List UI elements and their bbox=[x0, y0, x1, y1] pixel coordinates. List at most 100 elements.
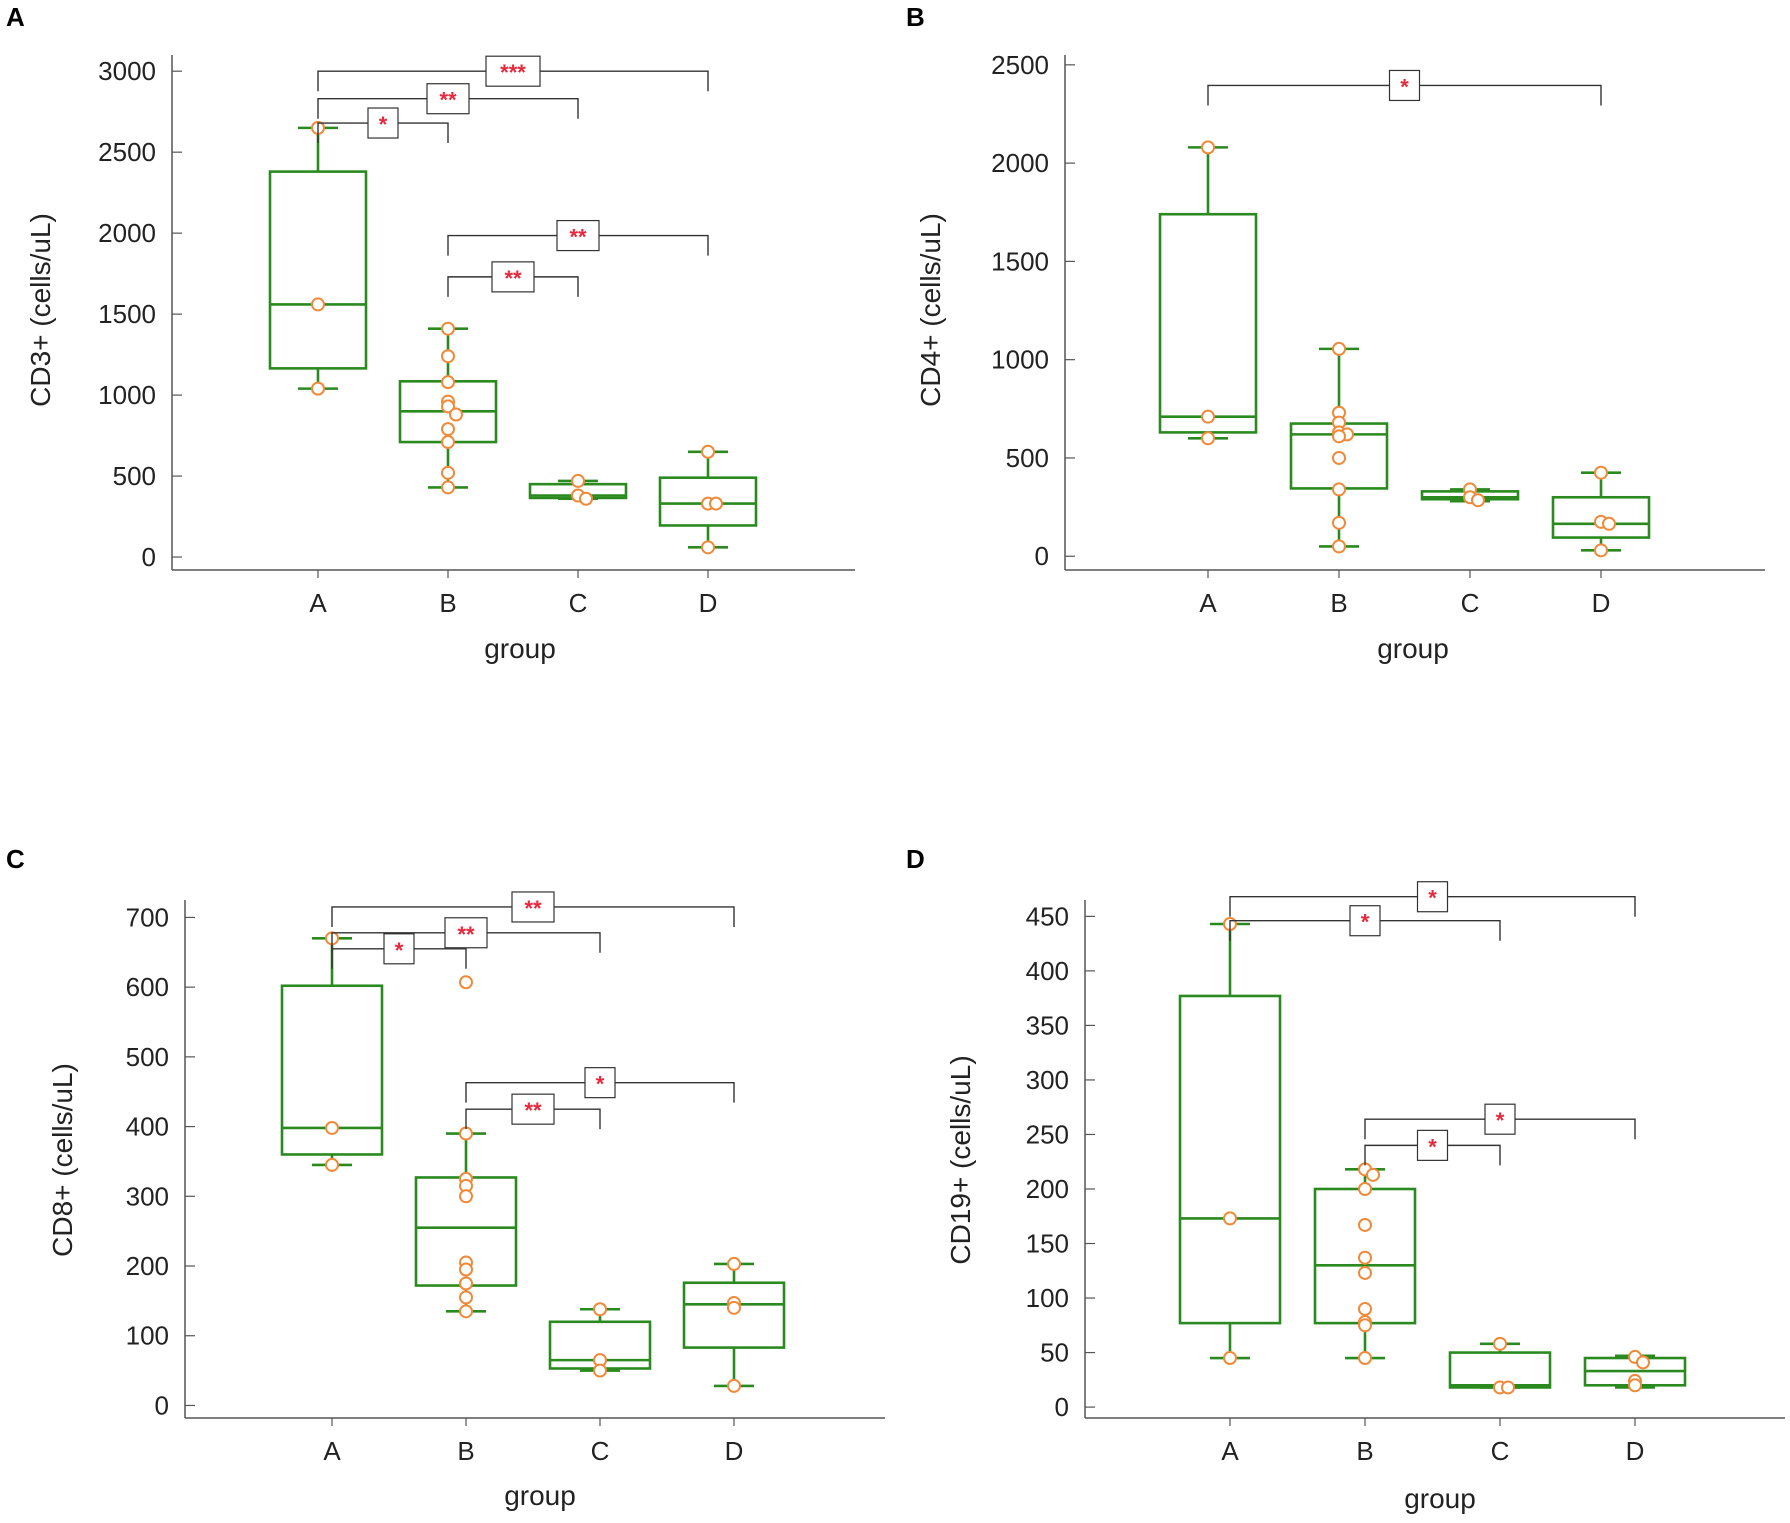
significance-box bbox=[491, 261, 535, 293]
data-point bbox=[1471, 493, 1485, 508]
data-point bbox=[1358, 1318, 1372, 1333]
significance-bracket: * bbox=[331, 933, 467, 969]
x-tick-label: A bbox=[323, 1436, 341, 1466]
data-point bbox=[1358, 1181, 1372, 1196]
data-point bbox=[1358, 1217, 1372, 1232]
significance-bracket: * bbox=[465, 1067, 735, 1103]
data-point bbox=[593, 1302, 607, 1317]
data-point bbox=[441, 422, 455, 437]
significance-bracket: * bbox=[1364, 1129, 1501, 1166]
y-axis-title: CD8+ (cells/uL) bbox=[47, 1063, 78, 1257]
significance-box bbox=[367, 107, 399, 139]
data-point bbox=[1358, 1250, 1372, 1265]
data-point bbox=[325, 1157, 339, 1172]
panel-c: C CD8+ (cells/uL) group 0 100 200 300 400 500… bbox=[6, 844, 885, 1511]
y-tick-label: 400 bbox=[1026, 956, 1069, 986]
data-point bbox=[1201, 431, 1215, 446]
y-tick-label: 1500 bbox=[98, 299, 156, 329]
plot-area: 0 500 1000 1500 2000 2500 A B C D * bbox=[991, 50, 1765, 618]
data-point bbox=[441, 435, 455, 450]
significance-box bbox=[485, 55, 541, 87]
y-tick-label: 0 bbox=[1035, 541, 1049, 571]
x-tick-label: D bbox=[1592, 588, 1611, 618]
significance-label: * bbox=[395, 938, 404, 963]
data-point bbox=[727, 1256, 741, 1271]
significance-bracket: * bbox=[1207, 69, 1602, 106]
significance-label: * bbox=[379, 112, 388, 137]
x-tick-label: D bbox=[699, 588, 718, 618]
iqr-box bbox=[280, 984, 384, 1156]
y-tick-label: 700 bbox=[126, 902, 169, 932]
y-tick-label: 400 bbox=[126, 1112, 169, 1142]
data-point bbox=[1628, 1378, 1642, 1393]
y-tick-label: 300 bbox=[126, 1181, 169, 1211]
box-D bbox=[1583, 1349, 1687, 1393]
y-tick-label: 0 bbox=[1055, 1392, 1069, 1422]
significance-bracket: ** bbox=[331, 917, 601, 953]
significance-label: ** bbox=[524, 1098, 542, 1123]
box-C bbox=[1448, 1336, 1552, 1395]
data-point bbox=[1332, 429, 1346, 444]
data-point bbox=[1602, 516, 1616, 531]
significance-box bbox=[584, 1067, 616, 1099]
iqr-box bbox=[1551, 495, 1651, 539]
x-tick-label: C bbox=[1461, 588, 1480, 618]
y-tick-label: 0 bbox=[155, 1390, 169, 1420]
significance-bracket: * bbox=[1364, 1103, 1636, 1140]
data-point bbox=[727, 1300, 741, 1315]
significance-bracket: * bbox=[1229, 881, 1636, 917]
significance-box bbox=[444, 917, 488, 949]
x-tick-label: B bbox=[439, 588, 456, 618]
y-tick-label: 600 bbox=[126, 972, 169, 1002]
data-point bbox=[1358, 1301, 1372, 1316]
significance-box bbox=[1484, 1103, 1516, 1135]
box-B bbox=[1289, 341, 1389, 554]
data-point bbox=[311, 381, 325, 396]
significance-bracket: * bbox=[1229, 905, 1501, 941]
box-A bbox=[268, 120, 368, 396]
y-tick-label: 100 bbox=[1026, 1283, 1069, 1313]
panel-d: D CD19+ (cells/uL) group 0 50 100 150 200 250… bbox=[906, 844, 1785, 1514]
x-tick-label: B bbox=[457, 1436, 474, 1466]
significance-label: ** bbox=[569, 225, 587, 250]
significance-box bbox=[383, 933, 415, 965]
data-point bbox=[1201, 140, 1215, 155]
significance-bracket: ** bbox=[447, 219, 709, 256]
y-axis-title: CD19+ (cells/uL) bbox=[945, 1055, 976, 1264]
significance-label: ** bbox=[439, 88, 457, 113]
data-point bbox=[701, 540, 715, 555]
y-tick-label: 2500 bbox=[991, 50, 1049, 80]
x-tick-label: D bbox=[1626, 1436, 1645, 1466]
y-tick-label: 500 bbox=[126, 1042, 169, 1072]
y-tick-label: 250 bbox=[1026, 1119, 1069, 1149]
x-tick-label: C bbox=[1491, 1436, 1510, 1466]
significance-bracket: *** bbox=[317, 55, 709, 92]
data-point bbox=[1332, 341, 1346, 356]
y-tick-label: 300 bbox=[1026, 1065, 1069, 1095]
significance-label: * bbox=[1428, 886, 1437, 911]
panel-letter: A bbox=[6, 2, 25, 32]
panel-letter: B bbox=[906, 2, 925, 32]
data-point bbox=[459, 1126, 473, 1141]
y-tick-label: 0 bbox=[142, 542, 156, 572]
box-C bbox=[1420, 482, 1520, 508]
iqr-box bbox=[1178, 994, 1282, 1325]
data-point bbox=[1332, 539, 1346, 554]
data-point bbox=[1594, 465, 1608, 480]
box-A bbox=[1158, 140, 1258, 446]
significance-bracket: ** bbox=[331, 891, 735, 927]
y-axis-title: CD4+ (cells/uL) bbox=[915, 213, 946, 407]
x-axis-title: group bbox=[1404, 1483, 1476, 1514]
x-tick-label: D bbox=[725, 1436, 744, 1466]
y-tick-label: 150 bbox=[1026, 1229, 1069, 1259]
data-point bbox=[1223, 1211, 1237, 1226]
data-point bbox=[311, 297, 325, 312]
y-tick-label: 2000 bbox=[991, 148, 1049, 178]
panel-letter: D bbox=[906, 844, 925, 874]
data-point bbox=[579, 491, 593, 506]
iqr-box bbox=[658, 476, 758, 527]
data-point bbox=[325, 1120, 339, 1135]
data-point bbox=[459, 1276, 473, 1291]
significance-label: * bbox=[1428, 1134, 1437, 1159]
